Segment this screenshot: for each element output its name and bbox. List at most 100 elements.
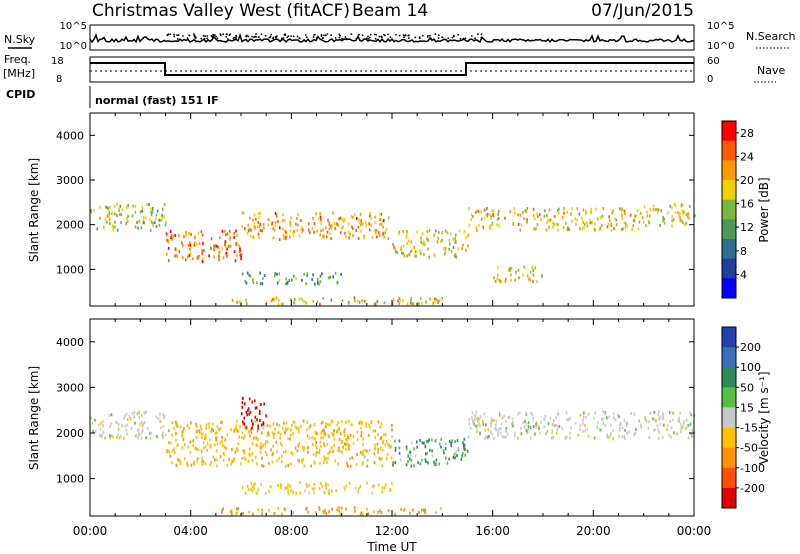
- scatter-cell: [374, 443, 376, 447]
- noise-search-dot: [280, 37, 283, 40]
- scatter-cell: [454, 252, 457, 256]
- scatter-cell: [522, 273, 524, 277]
- scatter-cell: [529, 436, 532, 440]
- scatter-cell: [257, 426, 259, 430]
- scatter-cell: [266, 434, 269, 438]
- scatter-cell: [199, 424, 202, 428]
- scatter-cell: [302, 445, 304, 449]
- scatter-cell: [108, 218, 111, 221]
- scatter-cell: [582, 208, 585, 212]
- scatter-cell: [429, 297, 431, 301]
- scatter-cell: [318, 487, 321, 490]
- scatter-cell: [468, 422, 471, 426]
- scatter-cell: [138, 415, 140, 419]
- scatter-cell: [423, 253, 425, 256]
- scatter-cell: [236, 234, 239, 238]
- scatter-cell: [388, 445, 391, 449]
- scatter-cell: [425, 300, 427, 304]
- scatter-cell: [287, 483, 289, 487]
- scatter-cell: [145, 436, 147, 440]
- scatter-cell: [693, 214, 696, 218]
- scatter-cell: [161, 433, 164, 437]
- scatter-cell: [161, 216, 164, 220]
- scatter-cell: [175, 463, 178, 467]
- scatter-cell: [137, 428, 140, 432]
- noise-search-dot: [375, 33, 378, 36]
- scatter-cell: [490, 424, 492, 428]
- scatter-cell: [347, 222, 350, 226]
- scatter-cell: [132, 204, 134, 208]
- scatter-cell: [383, 485, 386, 489]
- freq-unit-label: [MHz]: [3, 67, 35, 80]
- scatter-cell: [434, 299, 436, 303]
- scatter-cell: [175, 423, 177, 427]
- scatter-cell: [334, 459, 336, 463]
- scatter-cell: [468, 207, 470, 211]
- scatter-cell: [674, 204, 677, 208]
- scatter-cell: [535, 421, 538, 425]
- scatter-cell: [653, 410, 656, 414]
- scatter-cell: [166, 233, 169, 237]
- scatter-cell: [118, 208, 120, 212]
- scatter-cell: [683, 420, 685, 424]
- scatter-cell: [376, 235, 378, 239]
- scatter-cell: [474, 414, 476, 418]
- scatter-cell: [427, 247, 429, 251]
- scatter-cell: [118, 436, 121, 440]
- scatter-cell: [252, 218, 254, 222]
- scatter-cell: [339, 432, 342, 436]
- scatter-cell: [289, 223, 292, 227]
- scatter-cell: [425, 452, 427, 456]
- noise-search-dot: [373, 33, 376, 36]
- scatter-cell: [355, 229, 358, 232]
- scatter-cell: [279, 436, 281, 440]
- y-tick-label: 4000: [56, 336, 84, 349]
- scatter-cell: [689, 432, 692, 436]
- scatter-cell: [171, 433, 173, 437]
- scatter-cell: [621, 213, 623, 217]
- scatter-cell: [446, 231, 449, 235]
- colorbar-tick-label: -50: [740, 442, 758, 455]
- scatter-cell: [368, 228, 371, 232]
- scatter-cell: [162, 424, 165, 428]
- scatter-cell: [206, 449, 208, 452]
- scatter-cell: [267, 223, 270, 227]
- scatter-cell: [333, 429, 335, 432]
- scatter-cell: [678, 214, 680, 218]
- scatter-cell: [215, 431, 218, 435]
- scatter-cell: [402, 299, 404, 303]
- scatter-cell: [405, 445, 408, 449]
- scatter-cell: [657, 211, 659, 215]
- scatter-cell: [185, 230, 187, 234]
- noise-search-dot: [338, 36, 341, 39]
- freq-right-tick-bottom: 0: [707, 74, 713, 85]
- scatter-cell: [394, 439, 396, 443]
- scatter-cell: [282, 302, 285, 306]
- scatter-cell: [149, 229, 152, 232]
- scatter-cell: [423, 240, 425, 244]
- scatter-cell: [162, 413, 164, 417]
- scatter-cell: [582, 221, 585, 225]
- scatter-cell: [136, 221, 138, 225]
- scatter-cell: [552, 221, 554, 225]
- scatter-cell: [546, 214, 548, 218]
- scatter-cell: [319, 302, 321, 306]
- scatter-cell: [259, 282, 262, 285]
- scatter-cell: [193, 243, 196, 247]
- scatter-cell: [679, 212, 681, 216]
- scatter-cell: [296, 449, 299, 453]
- scatter-cell: [204, 462, 207, 466]
- scatter-cell: [271, 460, 274, 464]
- scatter-cell: [239, 300, 241, 304]
- scatter-cell: [244, 491, 247, 495]
- scatter-cell: [243, 451, 246, 455]
- scatter-cell: [332, 211, 334, 215]
- scatter-cell: [543, 214, 546, 218]
- scatter-cell: [319, 233, 321, 237]
- y-tick-label: 4000: [56, 129, 84, 142]
- scatter-cell: [259, 446, 262, 450]
- scatter-cell: [194, 446, 197, 450]
- scatter-cell: [525, 422, 528, 426]
- scatter-cell: [640, 425, 643, 429]
- scatter-cell: [257, 508, 259, 512]
